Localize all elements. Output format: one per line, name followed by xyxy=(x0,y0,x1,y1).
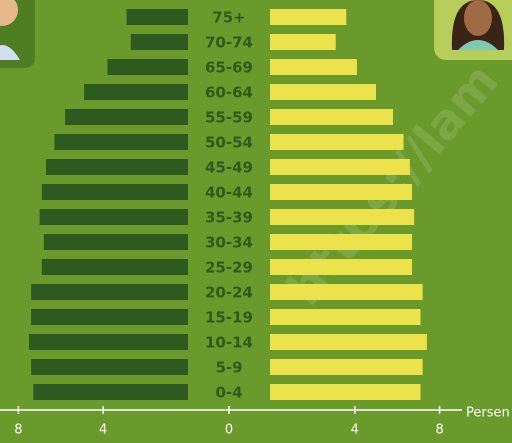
avatar-man xyxy=(0,0,35,68)
bar-left xyxy=(29,334,188,350)
bar-left xyxy=(45,159,189,175)
age-label: 60-64 xyxy=(205,84,253,102)
x-tick-label: 8 xyxy=(14,423,22,438)
bar-left xyxy=(39,209,188,225)
bar-left xyxy=(41,184,188,200)
x-tick-label: 0 xyxy=(225,423,233,438)
bar-left xyxy=(31,284,189,300)
age-label: 45-49 xyxy=(205,159,253,177)
bar-right xyxy=(270,359,423,375)
bar-left xyxy=(84,84,188,100)
age-label: 5-9 xyxy=(215,359,242,377)
x-axis-label: Persen xyxy=(466,406,510,421)
age-label: 25-29 xyxy=(205,259,253,277)
bar-left xyxy=(41,259,188,275)
x-tick-label: 8 xyxy=(435,423,443,438)
bar-left xyxy=(65,109,188,125)
bar-right xyxy=(270,84,376,100)
bar-right xyxy=(270,34,336,50)
x-tick-label: 4 xyxy=(351,423,359,438)
age-label: 15-19 xyxy=(205,309,253,327)
bar-right xyxy=(270,209,415,225)
bar-right xyxy=(270,334,427,350)
bar-right xyxy=(270,59,357,75)
age-label: 75+ xyxy=(212,9,245,27)
bar-right xyxy=(270,109,393,125)
bar-right xyxy=(270,9,347,25)
age-label: 50-54 xyxy=(205,134,253,152)
bar-left xyxy=(43,234,189,250)
bar-left xyxy=(130,34,188,50)
bar-left xyxy=(107,59,188,75)
bar-right xyxy=(270,234,413,250)
bar-right xyxy=(270,309,421,325)
bar-left xyxy=(31,309,189,325)
x-tick-label: 4 xyxy=(99,423,107,438)
age-label: 65-69 xyxy=(205,59,253,77)
bar-left xyxy=(54,134,188,150)
bar-right xyxy=(270,159,410,175)
bar-left xyxy=(31,359,189,375)
bar-right xyxy=(270,259,413,275)
bar-right xyxy=(270,184,413,200)
bar-right xyxy=(270,384,421,400)
age-label: 20-24 xyxy=(205,284,253,302)
age-label: 0-4 xyxy=(215,384,242,402)
bar-right xyxy=(270,134,404,150)
age-label: 10-14 xyxy=(205,334,253,352)
bar-left xyxy=(33,384,188,400)
age-label: 70-74 xyxy=(205,34,253,52)
avatar-woman xyxy=(434,0,512,60)
age-label: 55-59 xyxy=(205,109,253,127)
bar-left xyxy=(126,9,188,25)
age-label: 30-34 xyxy=(205,234,253,252)
bar-right xyxy=(270,284,423,300)
age-label: 35-39 xyxy=(205,209,253,227)
age-label: 40-44 xyxy=(205,184,253,202)
